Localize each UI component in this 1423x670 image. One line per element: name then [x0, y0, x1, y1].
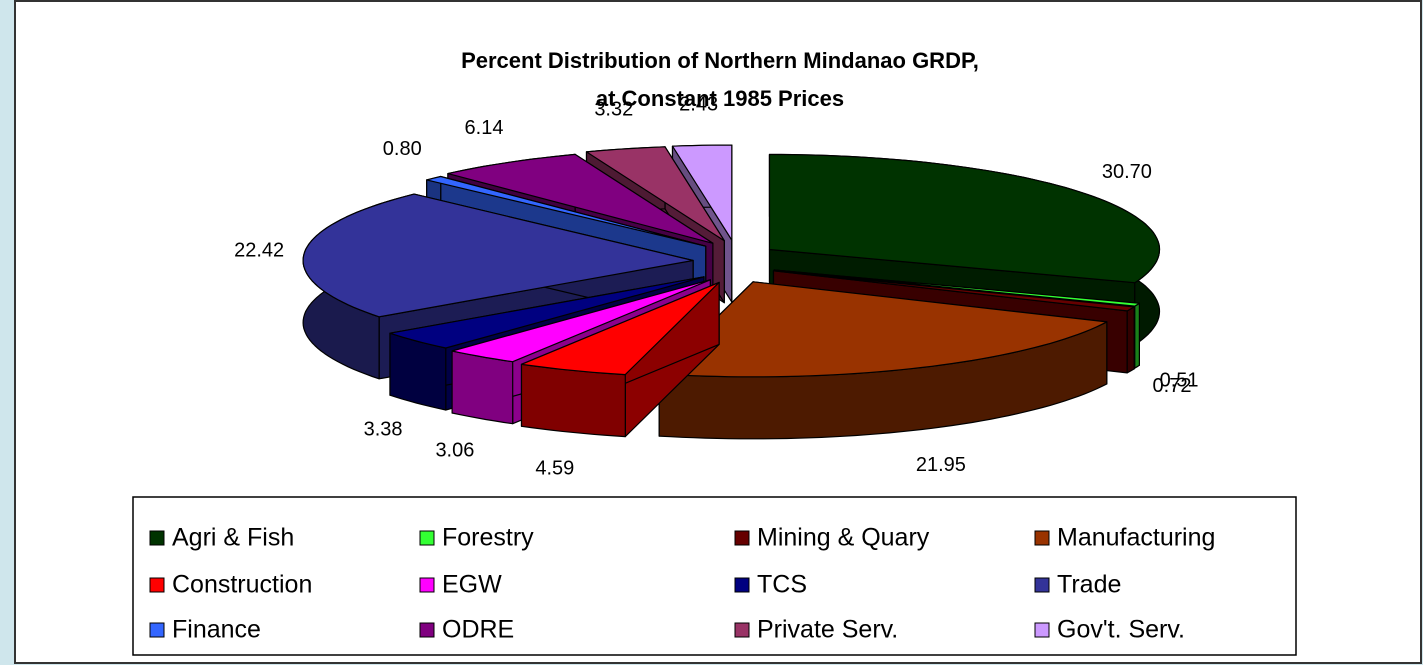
legend-swatch	[734, 577, 750, 593]
slice-top	[585, 146, 725, 242]
slice-top	[520, 281, 720, 376]
data-label: 2.43	[679, 94, 718, 116]
legend-swatch	[734, 622, 750, 638]
data-label: 3.06	[435, 439, 474, 461]
legend-label: TCS	[757, 571, 807, 599]
chart-title: at Constant 1985 Prices	[596, 86, 844, 111]
legend-swatch	[419, 622, 435, 638]
legend-swatch	[419, 577, 435, 593]
slice	[520, 281, 720, 438]
legend-label: Agri & Fish	[172, 524, 294, 552]
data-label: 21.95	[916, 454, 966, 476]
data-label: 6.14	[465, 117, 504, 139]
slice-top	[451, 279, 711, 363]
legend-label: Gov't. Serv.	[1057, 616, 1185, 644]
legend-swatch	[1034, 530, 1050, 546]
legend-label: Manufacturing	[1057, 524, 1215, 552]
slice	[658, 281, 1108, 440]
slice-top	[773, 269, 1140, 307]
slice-top	[447, 153, 714, 244]
data-label: 0.80	[383, 138, 422, 160]
legend-swatch	[734, 530, 750, 546]
slice-top	[768, 153, 1161, 284]
slice-top	[389, 276, 705, 349]
legend-label: ODRE	[442, 616, 514, 644]
data-label: 30.70	[1102, 161, 1152, 183]
slice-rim	[520, 363, 626, 438]
data-label: 0.72	[1153, 375, 1192, 397]
chart-title: Percent Distribution of Northern Mindana…	[461, 48, 979, 73]
legend-swatch	[149, 577, 165, 593]
legend-swatch	[419, 530, 435, 546]
legend-label: Mining & Quary	[757, 524, 930, 552]
data-label: 0.51	[1160, 370, 1199, 392]
slice-top	[671, 144, 733, 241]
slice-top	[658, 281, 1108, 378]
slice-rim	[1134, 302, 1140, 369]
legend-swatch	[149, 530, 165, 546]
legend-label: Construction	[172, 571, 312, 599]
data-label: 22.42	[234, 239, 284, 261]
slice-top	[426, 175, 707, 247]
legend-label: Finance	[172, 616, 261, 644]
legend-label: Private Serv.	[757, 616, 898, 644]
data-label: 3.38	[364, 418, 403, 440]
data-label: 3.32	[594, 98, 633, 120]
legend-label: Forestry	[442, 524, 534, 552]
slice-top	[772, 270, 1135, 312]
legend-label: EGW	[442, 571, 502, 599]
slice-rim	[451, 350, 514, 425]
slice-top	[302, 193, 694, 318]
data-label: 4.59	[535, 458, 574, 480]
legend-box	[132, 496, 1297, 656]
legend-label: Trade	[1057, 571, 1121, 599]
legend-swatch	[1034, 622, 1050, 638]
slice-rim	[1126, 306, 1135, 374]
legend-swatch	[1034, 577, 1050, 593]
legend-swatch	[149, 622, 165, 638]
